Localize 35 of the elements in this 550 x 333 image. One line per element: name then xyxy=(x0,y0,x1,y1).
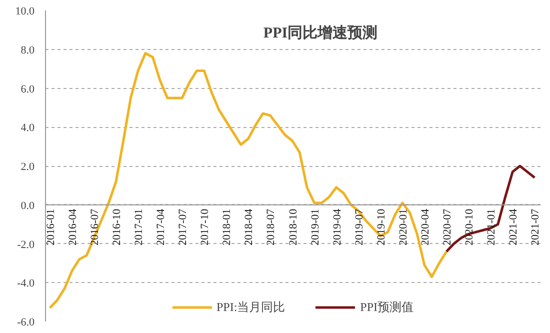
x-tick-label: 2017-07 xyxy=(177,208,190,246)
x-tick-label: 2016-07 xyxy=(88,208,101,246)
x-tick-label: 2017-10 xyxy=(199,208,212,246)
x-tick-label: 2019-04 xyxy=(331,208,344,246)
x-tick-label: 2016-01 xyxy=(44,208,57,246)
y-tick-label: 8.0 xyxy=(20,44,35,56)
x-tick-label: 2021-01 xyxy=(486,208,498,246)
y-tick-label: -2.0 xyxy=(17,238,35,251)
y-tick-label: 2.0 xyxy=(20,161,35,173)
y-tick-label: 10.0 xyxy=(15,6,35,18)
x-tick-label: 2021-04 xyxy=(508,208,520,246)
x-tick-label: 2020-10 xyxy=(464,208,476,246)
y-tick-label: -4.0 xyxy=(17,278,35,290)
x-tick-label: 2017-04 xyxy=(155,208,168,246)
x-tick-label: 2020-01 xyxy=(397,208,410,246)
x-tick-label: 2016-10 xyxy=(111,208,124,246)
x-tick-label: 2018-01 xyxy=(221,208,234,246)
x-tick-label: 2018-04 xyxy=(243,208,256,246)
text: PPI同比增速预测 xyxy=(263,24,378,42)
x-tick-label: 2018-07 xyxy=(265,208,278,246)
x-tick-label: 2017-01 xyxy=(133,208,146,246)
y-tick-label: 6.0 xyxy=(20,83,35,96)
x-tick-label: 2020-07 xyxy=(441,208,454,246)
y-tick-label: 4.0 xyxy=(20,122,35,134)
x-tick-label: 2018-10 xyxy=(287,208,300,246)
y-tick-label: -6.0 xyxy=(17,316,35,328)
legend-label: PPI预测值 xyxy=(360,298,414,316)
x-tick-label: 2019-10 xyxy=(375,208,388,246)
x-tick-label: 2021-07 xyxy=(530,208,542,246)
x-tick-label: 2016-04 xyxy=(66,208,79,246)
legend-label: PPI:当月同比 xyxy=(216,298,286,316)
y-tick-label: 0.0 xyxy=(20,200,35,212)
x-tick-label: 2019-07 xyxy=(353,208,366,246)
x-tick-label: 2020-04 xyxy=(419,208,432,246)
x-tick-label: 2019-01 xyxy=(309,208,322,246)
